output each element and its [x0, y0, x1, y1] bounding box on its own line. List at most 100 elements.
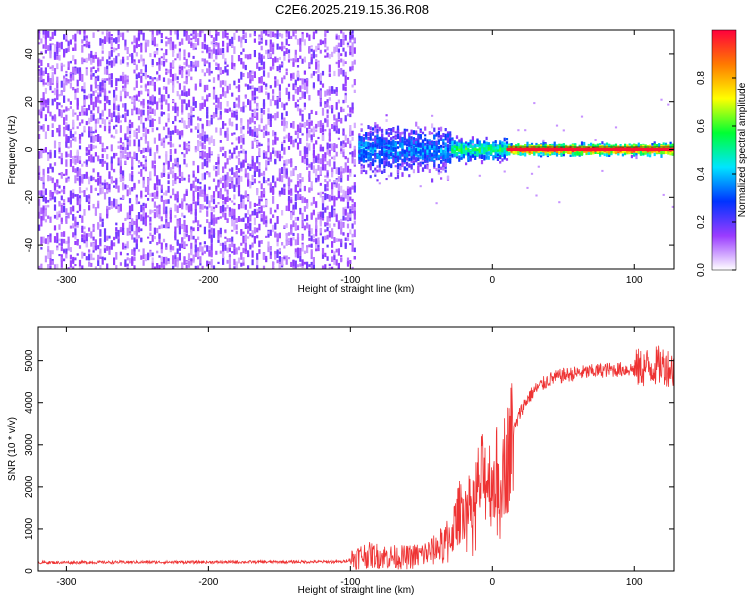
heatmap-cell — [167, 39, 170, 45]
heatmap-cell — [181, 117, 184, 124]
heatmap-cell — [269, 156, 272, 161]
heatmap-cell — [101, 39, 104, 45]
heatmap-cell — [128, 198, 132, 204]
heatmap-cell — [81, 132, 84, 137]
heatmap-cell — [258, 52, 261, 60]
heatmap-cell — [308, 165, 311, 168]
heatmap-cell — [83, 236, 86, 240]
heatmap-cell — [101, 142, 104, 148]
heatmap-cell — [287, 59, 291, 63]
heatmap-cell — [103, 78, 107, 81]
heatmap-cell — [262, 55, 266, 59]
heatmap-cell — [249, 222, 252, 226]
heatmap-cell — [365, 150, 368, 155]
heatmap-cell — [124, 74, 127, 82]
heatmap-cell — [135, 239, 138, 248]
heatmap-cell — [212, 37, 216, 42]
heatmap-cell — [231, 41, 234, 48]
heatmap-cell — [226, 69, 229, 76]
heatmap-cell — [110, 36, 113, 41]
heatmap-cell — [217, 77, 220, 81]
heatmap-cell — [217, 32, 220, 36]
heatmap-cell — [69, 71, 72, 75]
heatmap-cell — [113, 242, 116, 247]
heatmap-cell — [494, 156, 497, 159]
heatmap-cell — [415, 154, 418, 157]
heatmap-cell — [181, 99, 184, 105]
heatmap-cell — [44, 209, 47, 216]
heatmap-cell — [126, 152, 129, 160]
heatmap-cell — [371, 149, 375, 154]
heatmap-cell — [178, 41, 181, 46]
heatmap-cell — [306, 120, 309, 126]
heatmap-cell — [272, 89, 275, 94]
heatmap-cell — [126, 30, 129, 33]
heatmap-cell — [417, 151, 420, 154]
heatmap-cell — [365, 159, 368, 163]
heatmap-cell — [210, 250, 213, 258]
heatmap-cell — [428, 169, 431, 173]
heatmap-cell — [383, 156, 386, 161]
heatmap-cell — [319, 80, 322, 85]
heatmap-cell — [410, 157, 413, 161]
heatmap-cell — [144, 64, 147, 73]
heatmap-cell — [267, 183, 270, 186]
heatmap-cell — [231, 182, 234, 189]
heatmap-cell — [231, 142, 234, 145]
heatmap-cell — [74, 257, 77, 261]
heatmap-cell — [156, 205, 159, 209]
heatmap-cell — [287, 97, 291, 102]
heatmap-cell — [328, 266, 331, 269]
heatmap-cell — [201, 142, 204, 150]
heatmap-cell — [90, 231, 93, 239]
heatmap-cell — [49, 50, 52, 59]
heatmap-cell — [301, 219, 304, 228]
heatmap-cell — [394, 149, 397, 154]
heatmap-cell — [390, 137, 393, 140]
heatmap-cell — [346, 77, 350, 80]
heatmap-cell — [278, 91, 281, 99]
heatmap-cell — [90, 137, 93, 143]
heatmap-cell — [283, 51, 286, 56]
heatmap-cell — [74, 91, 77, 100]
heatmap-cell — [299, 150, 302, 156]
heatmap-cell — [88, 149, 91, 156]
heatmap-cell — [228, 155, 231, 160]
heatmap-cell — [74, 40, 77, 46]
heatmap-cell — [231, 92, 234, 97]
heatmap-cell — [42, 92, 45, 99]
heatmap-cell — [310, 109, 313, 114]
heatmap-cell — [256, 128, 259, 136]
heatmap-cell — [281, 62, 284, 66]
heatmap-cell — [324, 229, 327, 233]
heatmap-cell — [176, 106, 179, 112]
heatmap-cell — [147, 189, 150, 195]
heatmap-cell — [346, 260, 350, 267]
heatmap-cell — [97, 193, 100, 196]
heatmap-cell — [283, 163, 286, 166]
heatmap-cell — [296, 180, 300, 188]
heatmap-cell — [492, 147, 495, 150]
heatmap-cell — [301, 78, 304, 85]
heatmap-cell — [144, 134, 147, 142]
heatmap-cell — [247, 226, 250, 234]
heatmap-cell — [494, 140, 497, 143]
heatmap-cell — [262, 211, 266, 219]
heatmap-cell — [76, 115, 79, 121]
heatmap-cell — [210, 259, 213, 265]
heatmap-cell — [126, 267, 129, 269]
heatmap-cell — [135, 243, 138, 250]
heatmap-cell — [367, 151, 370, 156]
heatmap-cell — [99, 159, 102, 164]
heatmap-cell — [133, 256, 136, 261]
heatmap-cell — [72, 223, 75, 226]
heatmap-cell — [78, 168, 82, 176]
heatmap-cell — [151, 30, 154, 37]
heatmap-cell — [117, 229, 120, 237]
heatmap-cell — [172, 256, 175, 265]
heatmap-cell — [63, 205, 66, 213]
heatmap-cell — [169, 130, 172, 136]
heatmap-cell — [390, 164, 393, 169]
heatmap-cell — [349, 107, 352, 113]
heatmap-cell — [349, 209, 352, 216]
